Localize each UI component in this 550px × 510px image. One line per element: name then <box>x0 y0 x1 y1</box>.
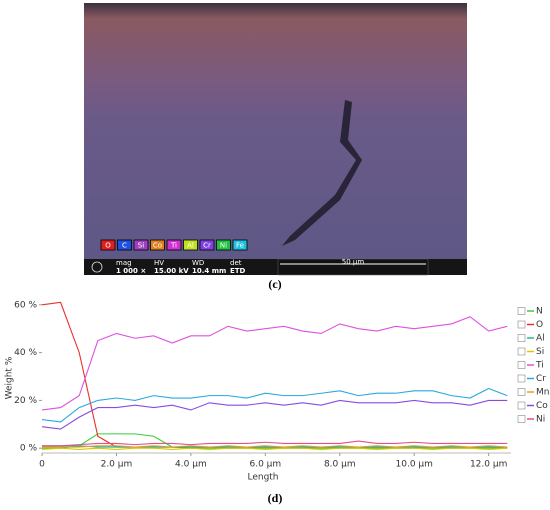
element-chip <box>166 239 182 251</box>
series-line <box>41 316 508 411</box>
element-chip <box>150 239 165 251</box>
element-chip <box>183 239 198 251</box>
sem-image <box>84 3 467 259</box>
legend-label: Ti <box>535 361 544 371</box>
legend-label: Cr <box>536 374 546 384</box>
info-key: WD <box>192 259 204 267</box>
y-tick-label: 0 % <box>20 444 38 454</box>
element-chip <box>216 239 231 251</box>
legend-label: Ni <box>536 415 545 425</box>
legend-checkbox <box>517 347 526 356</box>
info-value: 1 000 × <box>116 267 146 275</box>
element-label: O <box>105 242 111 250</box>
element-label: Co <box>153 242 162 250</box>
legend-checkbox <box>517 307 526 315</box>
legend-checkbox <box>517 361 526 369</box>
crack <box>282 100 362 246</box>
legend-checkbox <box>517 401 526 410</box>
caption-c: (c) <box>268 277 281 291</box>
element-chip <box>117 239 132 251</box>
element-label: Ti <box>170 242 177 250</box>
element-chip <box>232 239 248 251</box>
x-axis-label: Length <box>247 473 278 483</box>
element-chip <box>133 239 149 251</box>
x-tick-label: 8.0 µm <box>324 460 356 470</box>
caption-d: (d) <box>268 491 283 505</box>
legend-label: Co <box>536 401 548 411</box>
series-line <box>42 445 508 448</box>
scale-box <box>277 258 429 276</box>
legend-label: N <box>536 307 543 317</box>
x-tick-label: 6.0 µm <box>249 460 281 470</box>
series-line <box>42 433 508 449</box>
series-line <box>41 387 508 423</box>
x-tick-label: 4.0 µm <box>175 460 207 470</box>
y-tick-label: 40 % <box>14 348 37 358</box>
scale-label: 50 µm <box>342 258 365 266</box>
info-key: det <box>230 259 242 267</box>
info-key: HV <box>154 259 164 267</box>
legend-checkbox <box>517 374 526 383</box>
info-key: mag <box>116 259 132 267</box>
element-chip <box>100 239 116 251</box>
info-value: 10.4 mm <box>192 267 226 275</box>
element-label: C <box>122 242 127 250</box>
legend-label: Al <box>536 334 545 344</box>
legend-checkbox <box>517 334 526 342</box>
x-tick-label: 12.0 µm <box>470 460 507 470</box>
legend-label: Mn <box>536 388 549 398</box>
series-line <box>42 440 508 447</box>
series-line <box>41 447 508 450</box>
y-tick-label: 20 % <box>14 396 37 406</box>
y-tick-label: 60 % <box>14 300 37 310</box>
element-label: Ni <box>220 242 227 250</box>
legend-label: Si <box>536 347 544 357</box>
series-line <box>41 399 508 430</box>
x-tick-label: 2.0 µm <box>101 460 133 470</box>
logo <box>91 261 103 273</box>
x-tick-label: 10.0 µm <box>396 460 433 470</box>
info-value: ETD <box>230 267 246 275</box>
legend-checkbox <box>517 388 526 396</box>
element-label: Al <box>187 242 194 250</box>
element-label: Cr <box>203 242 211 250</box>
y-axis-label: Weight % <box>5 356 15 399</box>
legend-label: O <box>536 320 543 330</box>
legend-checkbox <box>517 415 526 423</box>
legend-checkbox <box>517 320 526 329</box>
info-value: 15.00 kV <box>154 267 189 275</box>
x-tick-label: 0 <box>39 460 45 470</box>
element-label: Si <box>138 242 144 250</box>
element-chip <box>199 239 215 251</box>
element-label: Fe <box>236 242 244 250</box>
series-line <box>41 301 508 448</box>
